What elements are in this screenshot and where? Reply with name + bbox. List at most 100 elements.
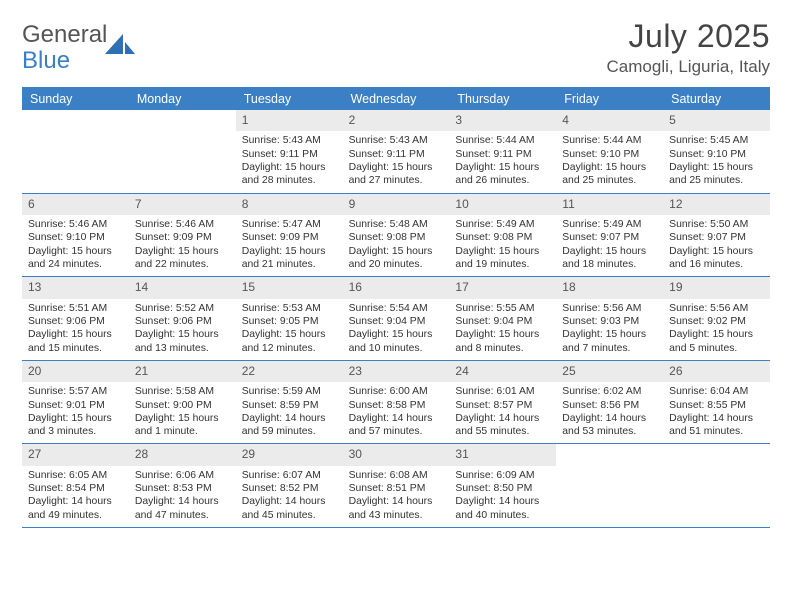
day-sunset: Sunset: 8:54 PM (28, 482, 123, 495)
day-sunset: Sunset: 9:04 PM (349, 315, 444, 328)
day-day1: Daylight: 14 hours (349, 495, 444, 508)
day-day2: and 43 minutes. (349, 509, 444, 522)
day-sunset: Sunset: 9:06 PM (135, 315, 230, 328)
day-number: 11 (556, 194, 663, 215)
day-body: Sunrise: 6:05 AMSunset: 8:54 PMDaylight:… (22, 466, 129, 527)
brand-text: General Blue (22, 22, 107, 75)
day-day2: and 19 minutes. (455, 258, 550, 271)
day-number: 16 (343, 277, 450, 298)
day-day1: Daylight: 15 hours (28, 328, 123, 341)
day-body: Sunrise: 6:06 AMSunset: 8:53 PMDaylight:… (129, 466, 236, 527)
day-sunset: Sunset: 9:07 PM (562, 231, 657, 244)
day-body: Sunrise: 5:59 AMSunset: 8:59 PMDaylight:… (236, 382, 343, 443)
day-cell: 2Sunrise: 5:43 AMSunset: 9:11 PMDaylight… (343, 110, 450, 193)
day-day1: Daylight: 15 hours (562, 245, 657, 258)
day-day1: Daylight: 15 hours (455, 161, 550, 174)
day-header: Monday (129, 88, 236, 110)
day-day1: Daylight: 15 hours (562, 161, 657, 174)
day-day1: Daylight: 15 hours (669, 245, 764, 258)
day-sunrise: Sunrise: 5:57 AM (28, 385, 123, 398)
day-day2: and 57 minutes. (349, 425, 444, 438)
day-number: 17 (449, 277, 556, 298)
day-number: 25 (556, 361, 663, 382)
day-sunrise: Sunrise: 5:56 AM (669, 302, 764, 315)
day-day2: and 8 minutes. (455, 342, 550, 355)
day-body: Sunrise: 5:55 AMSunset: 9:04 PMDaylight:… (449, 299, 556, 360)
day-day2: and 5 minutes. (669, 342, 764, 355)
day-day1: Daylight: 15 hours (242, 245, 337, 258)
sail-icon (103, 30, 137, 63)
day-sunset: Sunset: 8:50 PM (455, 482, 550, 495)
day-number: 18 (556, 277, 663, 298)
day-number: 22 (236, 361, 343, 382)
day-number: 4 (556, 110, 663, 131)
day-sunrise: Sunrise: 6:08 AM (349, 469, 444, 482)
day-day2: and 26 minutes. (455, 174, 550, 187)
day-sunrise: Sunrise: 5:55 AM (455, 302, 550, 315)
day-sunrise: Sunrise: 5:49 AM (455, 218, 550, 231)
day-sunset: Sunset: 8:53 PM (135, 482, 230, 495)
day-day1: Daylight: 15 hours (28, 245, 123, 258)
day-sunset: Sunset: 8:58 PM (349, 399, 444, 412)
day-number: 6 (22, 194, 129, 215)
day-cell: 3Sunrise: 5:44 AMSunset: 9:11 PMDaylight… (449, 110, 556, 193)
weeks-container: 1Sunrise: 5:43 AMSunset: 9:11 PMDaylight… (22, 110, 770, 528)
day-day1: Daylight: 15 hours (349, 328, 444, 341)
day-body: Sunrise: 5:43 AMSunset: 9:11 PMDaylight:… (236, 131, 343, 192)
day-sunrise: Sunrise: 6:04 AM (669, 385, 764, 398)
day-sunrise: Sunrise: 5:50 AM (669, 218, 764, 231)
day-body: Sunrise: 5:46 AMSunset: 9:10 PMDaylight:… (22, 215, 129, 276)
day-number: 2 (343, 110, 450, 131)
day-cell: 7 Sunrise: 5:46 AMSunset: 9:09 PMDaylight… (129, 194, 236, 277)
day-day1: Daylight: 15 hours (562, 328, 657, 341)
day-day2: and 27 minutes. (349, 174, 444, 187)
day-sunset: Sunset: 9:09 PM (135, 231, 230, 244)
day-number: 20 (22, 361, 129, 382)
day-header: Sunday (22, 88, 129, 110)
day-day1: Daylight: 15 hours (669, 161, 764, 174)
day-day1: Daylight: 15 hours (242, 161, 337, 174)
day-sunrise: Sunrise: 6:09 AM (455, 469, 550, 482)
day-sunset: Sunset: 9:11 PM (349, 148, 444, 161)
day-body: Sunrise: 5:56 AMSunset: 9:02 PMDaylight:… (663, 299, 770, 360)
day-number: 8 (236, 194, 343, 215)
day-day1: Daylight: 15 hours (349, 245, 444, 258)
day-body: Sunrise: 5:45 AMSunset: 9:10 PMDaylight:… (663, 131, 770, 192)
day-cell: 9Sunrise: 5:48 AMSunset: 9:08 PMDaylight… (343, 194, 450, 277)
day-day2: and 15 minutes. (28, 342, 123, 355)
day-cell: 5Sunrise: 5:45 AMSunset: 9:10 PMDaylight… (663, 110, 770, 193)
month-title: July 2025 (607, 18, 770, 55)
day-sunrise: Sunrise: 5:46 AM (28, 218, 123, 231)
day-number: 13 (22, 277, 129, 298)
day-day1: Daylight: 14 hours (28, 495, 123, 508)
day-sunrise: Sunrise: 5:43 AM (349, 134, 444, 147)
day-day1: Daylight: 15 hours (135, 412, 230, 425)
day-cell: 25Sunrise: 6:02 AMSunset: 8:56 PMDayligh… (556, 361, 663, 444)
day-day1: Daylight: 15 hours (669, 328, 764, 341)
day-day2: and 16 minutes. (669, 258, 764, 271)
day-number: 7 (129, 194, 236, 215)
day-day1: Daylight: 15 hours (455, 245, 550, 258)
day-sunrise: Sunrise: 5:46 AM (135, 218, 230, 231)
day-day2: and 55 minutes. (455, 425, 550, 438)
day-body: Sunrise: 6:04 AMSunset: 8:55 PMDaylight:… (663, 382, 770, 443)
day-body: Sunrise: 6:08 AMSunset: 8:51 PMDaylight:… (343, 466, 450, 527)
day-cell (129, 110, 236, 193)
day-sunrise: Sunrise: 5:45 AM (669, 134, 764, 147)
day-sunset: Sunset: 9:08 PM (455, 231, 550, 244)
day-body: Sunrise: 5:47 AMSunset: 9:09 PMDaylight:… (236, 215, 343, 276)
day-day1: Daylight: 15 hours (135, 245, 230, 258)
day-body: Sunrise: 5:49 AMSunset: 9:07 PMDaylight:… (556, 215, 663, 276)
day-sunset: Sunset: 8:51 PM (349, 482, 444, 495)
day-number (22, 110, 129, 116)
week-row: 20Sunrise: 5:57 AMSunset: 9:01 PMDayligh… (22, 361, 770, 445)
brand-part1: General (22, 21, 107, 48)
day-cell: 13Sunrise: 5:51 AMSunset: 9:06 PMDayligh… (22, 277, 129, 360)
day-day2: and 53 minutes. (562, 425, 657, 438)
day-day2: and 45 minutes. (242, 509, 337, 522)
day-cell: 17Sunrise: 5:55 AMSunset: 9:04 PMDayligh… (449, 277, 556, 360)
day-day2: and 59 minutes. (242, 425, 337, 438)
day-cell: 21Sunrise: 5:58 AMSunset: 9:00 PMDayligh… (129, 361, 236, 444)
day-header: Friday (556, 88, 663, 110)
day-body: Sunrise: 5:48 AMSunset: 9:08 PMDaylight:… (343, 215, 450, 276)
